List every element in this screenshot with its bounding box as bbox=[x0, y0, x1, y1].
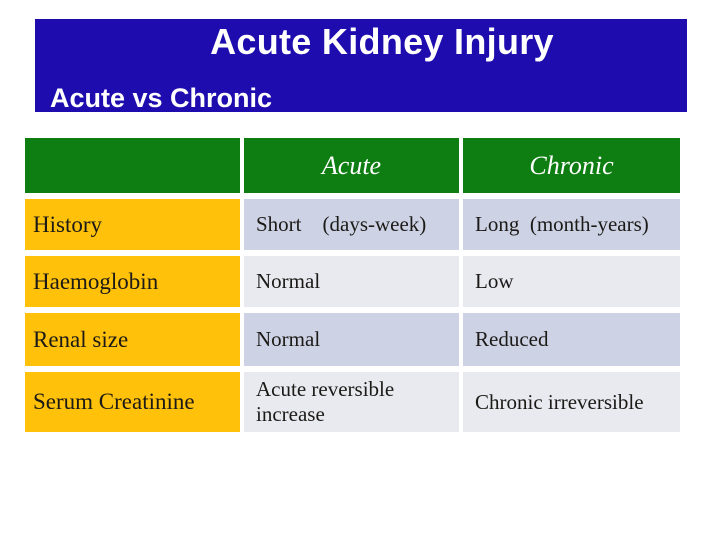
cell-renal-size-acute: Normal bbox=[244, 313, 459, 366]
slide-subtitle: Acute vs Chronic bbox=[50, 83, 273, 113]
row-label-haemoglobin: Haemoglobin bbox=[25, 256, 240, 307]
corner-header-cell bbox=[25, 138, 240, 193]
row-label-renal-size: Renal size bbox=[25, 313, 240, 366]
column-header-acute: Acute bbox=[244, 138, 459, 193]
cell-history-acute: Short (days-week) bbox=[244, 199, 459, 250]
cell-serum-creatinine-chronic: Chronic irreversible bbox=[463, 372, 680, 432]
row-label-history: History bbox=[25, 199, 240, 250]
row-label-serum-creatinine: Serum Creatinine bbox=[25, 372, 240, 432]
cell-serum-creatinine-acute: Acute reversible increase bbox=[244, 372, 459, 432]
cell-haemoglobin-chronic: Low bbox=[463, 256, 680, 307]
title-banner bbox=[35, 19, 687, 112]
slide-title: Acute Kidney Injury bbox=[210, 21, 554, 62]
comparison-table: Acute Chronic History Short (days-week) … bbox=[25, 138, 680, 432]
cell-renal-size-chronic: Reduced bbox=[463, 313, 680, 366]
column-header-chronic: Chronic bbox=[463, 138, 680, 193]
cell-haemoglobin-acute: Normal bbox=[244, 256, 459, 307]
cell-history-chronic: Long (month-years) bbox=[463, 199, 680, 250]
